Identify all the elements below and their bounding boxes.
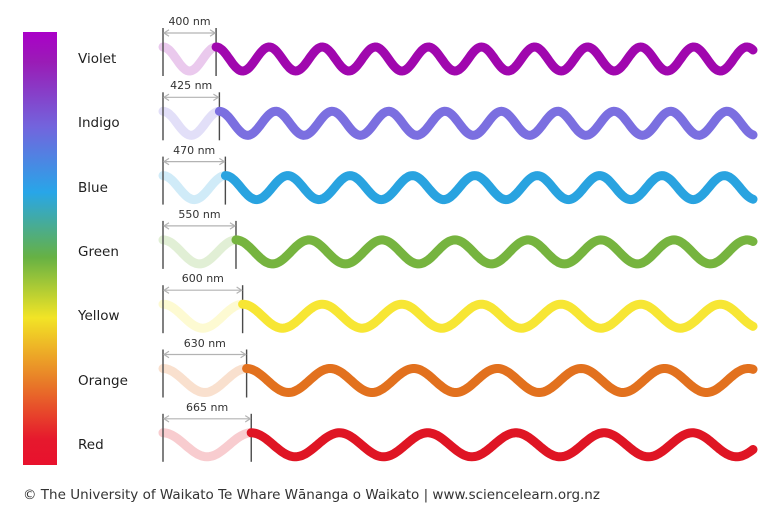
arrow-head-right-icon bbox=[209, 29, 217, 37]
wavelength-label-green: 550 nm bbox=[178, 207, 221, 221]
wavelength-label-orange: 630 nm bbox=[183, 336, 226, 350]
arrow-head-left-icon bbox=[162, 222, 170, 230]
wave-faded-red bbox=[158, 428, 256, 462]
wave-faded-indigo bbox=[158, 106, 224, 140]
wave-faded-blue bbox=[158, 171, 230, 205]
wave-green bbox=[231, 235, 758, 269]
arrow-head-left-icon bbox=[162, 286, 170, 294]
wave-faded-violet bbox=[158, 42, 221, 76]
color-label-indigo: Indigo bbox=[78, 115, 120, 132]
arrow-head-right-icon bbox=[244, 415, 252, 423]
wavelength-label-violet: 400 nm bbox=[168, 15, 211, 28]
arrow-head-left-icon bbox=[162, 93, 170, 102]
arrow-head-right-icon bbox=[213, 93, 220, 102]
wave-yellow bbox=[238, 299, 758, 333]
color-label-blue: Blue bbox=[78, 179, 108, 196]
wave-faded-orange bbox=[158, 364, 252, 398]
arrow-head-right-icon bbox=[219, 157, 226, 166]
wave-faded-yellow bbox=[158, 299, 248, 333]
arrow-head-left-icon bbox=[162, 415, 170, 423]
arrow-head-left-icon bbox=[162, 350, 170, 359]
wavelength-label-indigo: 425 nm bbox=[170, 79, 213, 93]
color-label-yellow: Yellow bbox=[78, 308, 120, 325]
wavelength-label-red: 665 nm bbox=[186, 400, 229, 414]
arrow-head-left-icon bbox=[162, 157, 170, 166]
color-label-orange: Orange bbox=[78, 372, 128, 389]
wave-faded-green bbox=[158, 235, 241, 269]
spectrum-gradient-bar bbox=[23, 32, 57, 465]
wave-indigo bbox=[214, 106, 758, 140]
credit-text: © The University of Waikato Te Whare Wān… bbox=[23, 487, 600, 503]
wave-red bbox=[246, 428, 758, 462]
arrow-head-right-icon bbox=[236, 286, 243, 294]
arrow-head-right-icon bbox=[229, 222, 237, 230]
wavelength-label-blue: 470 nm bbox=[173, 143, 216, 157]
color-label-red: Red bbox=[78, 436, 104, 453]
wave-violet bbox=[211, 42, 758, 76]
arrow-head-left-icon bbox=[162, 29, 170, 37]
wave-blue bbox=[220, 171, 758, 205]
wave-orange bbox=[242, 363, 758, 398]
color-label-green: Green bbox=[78, 243, 119, 260]
wavelength-label-yellow: 600 nm bbox=[181, 272, 224, 286]
color-label-violet: Violet bbox=[78, 51, 117, 67]
arrow-head-right-icon bbox=[240, 350, 247, 359]
